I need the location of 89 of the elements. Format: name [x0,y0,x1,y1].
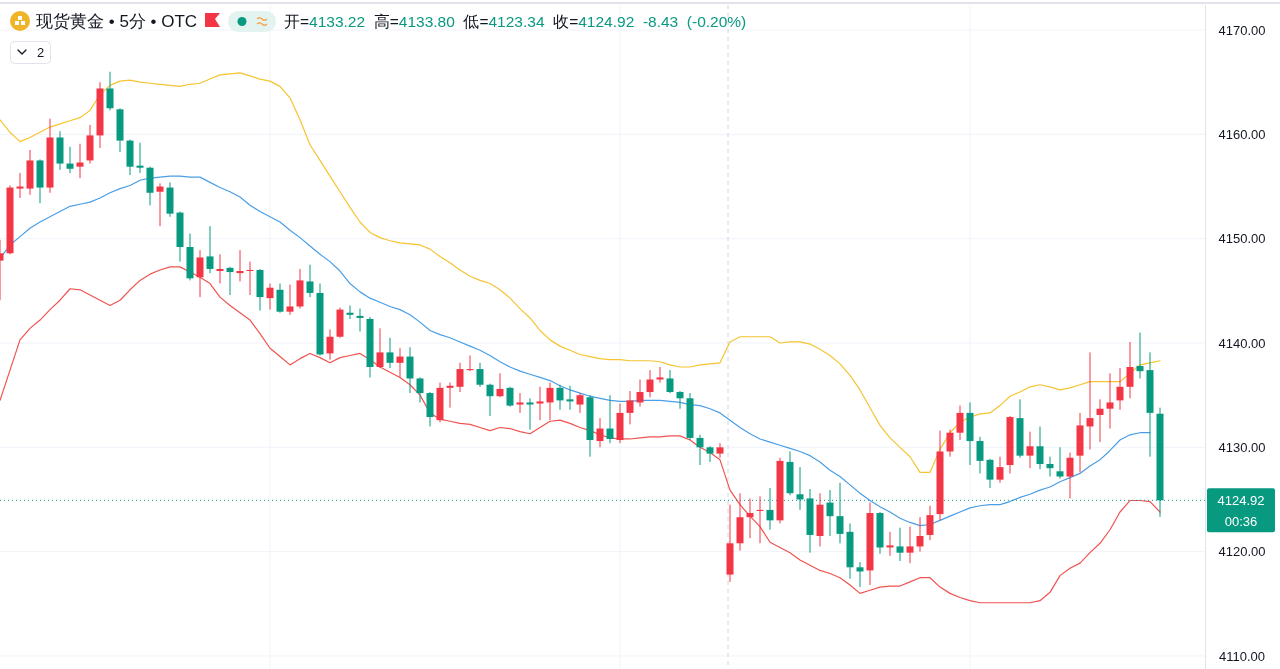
candlestick [16,172,24,199]
candlestick [676,390,684,410]
candlestick [426,391,434,427]
candlestick [486,383,494,417]
candlestick [946,429,954,458]
candlestick [156,182,164,227]
candlestick [1126,341,1134,399]
chart-title: 现货黄金 • 5分 • OTC [36,12,198,31]
candlestick [276,283,284,314]
y-tick-label: 4110.00 [1218,648,1266,664]
candlestick [266,283,274,311]
candlestick [756,495,764,544]
candlestick [326,328,334,361]
candlestick [536,386,544,421]
candlestick [566,385,574,411]
y-tick-label: 4130.00 [1218,439,1266,455]
y-tick-label: 4170.00 [1218,22,1266,38]
candlestick [226,266,234,296]
candlestick [716,442,724,459]
candlestick [136,142,144,174]
candlestick [1056,446,1064,480]
candlestick [456,362,464,393]
candlestick [216,253,224,285]
candlestick [606,394,614,444]
candlestick [76,143,84,179]
candlestick [636,379,644,408]
candlestick [1046,456,1054,478]
candlestick [836,482,844,544]
candlestick [506,386,514,408]
candlestick [696,434,704,466]
candlestick [466,355,474,372]
candlestick [1116,367,1124,411]
candlestick [1036,425,1044,470]
candlestick [896,527,904,562]
candlestick [906,526,914,564]
candlestick [596,417,604,448]
candlestick [856,561,864,588]
candlestick [646,369,654,398]
candlestick [386,337,394,369]
y-tick-label: 4150.00 [1218,231,1266,247]
candlestick [246,261,254,296]
candlestick [206,225,214,274]
candlestick [656,366,664,384]
candlestick [406,346,414,394]
candlestick [1026,431,1034,469]
candlestick [976,436,984,474]
ref-line-label: 4124.92 [1217,492,1265,508]
candlestick [666,369,674,394]
candlestick [986,458,994,489]
candlestick [886,531,894,557]
candlestick [286,284,294,316]
candlestick [476,362,484,388]
text: 00:36 [1224,513,1258,529]
candlestick [556,384,564,411]
line-series [0,72,1161,473]
candlestick [626,390,634,425]
candlestick [796,466,804,511]
candlestick [516,392,524,414]
candlestick [106,71,114,111]
annotation: 2 [37,45,45,60]
candlestick [576,392,584,414]
candlestick [416,376,424,403]
candlestick [396,347,404,378]
candlestick [1136,332,1144,379]
candlestick [446,382,454,409]
candlestick [956,405,964,441]
candlestick [236,249,244,282]
candlestick [306,264,314,298]
candlestick [346,304,354,320]
candlestick [356,308,364,333]
candlestick [1066,452,1074,499]
candlestick [1086,351,1094,450]
candlestick [546,382,554,421]
candlestick [196,249,204,298]
candlestick [926,505,934,541]
candlestick [996,456,1004,484]
y-tick-label: 4160.00 [1218,126,1266,142]
candlestick [706,445,714,463]
candlestick [1096,398,1104,443]
candlestick [916,516,924,553]
candlestick [1106,372,1114,430]
candlestick [526,397,534,431]
y-tick-label: 4140.00 [1218,335,1266,351]
candlestick [376,327,384,369]
text: 开=4133.22 高=4133.80 低=4123.34 收=4124.92 -8.43 (-0.20%) [284,13,747,30]
candlestick [746,497,754,539]
candlestick [66,146,74,174]
candlestick [496,372,504,398]
y-tick-label: 4120.00 [1218,544,1266,560]
